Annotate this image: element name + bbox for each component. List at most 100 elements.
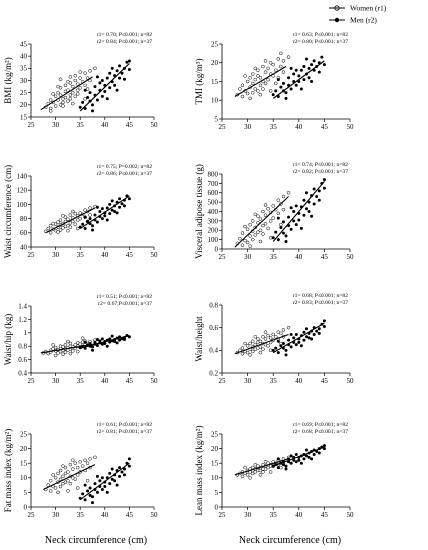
point-men bbox=[284, 348, 288, 352]
stat-men: r2= 0.67;P≤0.001; n=37 bbox=[98, 301, 152, 307]
point-men bbox=[122, 338, 126, 341]
point-men bbox=[289, 461, 293, 465]
point-men bbox=[88, 342, 92, 346]
y-tick-label: 0.4 bbox=[209, 347, 218, 355]
point-men bbox=[95, 490, 99, 494]
y-tick-label: 10 bbox=[211, 474, 219, 482]
point-women bbox=[274, 81, 278, 86]
point-women bbox=[63, 95, 68, 100]
point-men bbox=[292, 72, 296, 76]
point-women bbox=[68, 351, 73, 356]
point-men bbox=[105, 97, 109, 101]
point-women bbox=[258, 473, 263, 477]
point-men bbox=[299, 87, 303, 91]
point-men bbox=[312, 332, 316, 336]
point-men bbox=[276, 238, 280, 242]
point-men bbox=[297, 74, 301, 78]
point-men bbox=[284, 353, 288, 357]
point-women bbox=[71, 219, 75, 224]
stat-men: r2= 0.83; P≤0.001; n=37 bbox=[293, 300, 348, 306]
point-women bbox=[66, 470, 70, 474]
point-men bbox=[120, 71, 124, 75]
y-tick-label: 15 bbox=[211, 78, 219, 86]
point-men bbox=[310, 80, 314, 83]
point-men bbox=[127, 197, 131, 201]
point-women bbox=[261, 470, 265, 474]
x-tick-label: 50 bbox=[347, 123, 355, 131]
point-men bbox=[315, 195, 319, 198]
point-men bbox=[118, 338, 122, 342]
stat-women: r1= 0.61; P≤0.001; n=82 bbox=[97, 422, 152, 428]
point-women bbox=[61, 345, 65, 349]
y-tick-label: 0.2 bbox=[209, 369, 218, 377]
point-women bbox=[256, 74, 260, 78]
y-axis-label: Waist/height bbox=[194, 316, 204, 362]
point-women bbox=[279, 465, 283, 470]
x-tick-label: 40 bbox=[295, 123, 303, 131]
point-women bbox=[51, 221, 55, 226]
point-men bbox=[86, 489, 90, 493]
point-women bbox=[261, 334, 265, 339]
point-women bbox=[71, 209, 75, 214]
point-men bbox=[281, 81, 285, 85]
point-men bbox=[302, 213, 306, 217]
stat-men: r2= 0.82; P≤0.001; n=37 bbox=[293, 169, 348, 175]
point-women bbox=[263, 330, 268, 334]
point-men bbox=[322, 63, 326, 67]
point-women bbox=[53, 486, 58, 490]
point-men bbox=[108, 340, 112, 344]
y-tick-label: 600 bbox=[208, 189, 219, 197]
series-men bbox=[78, 333, 131, 352]
series-men bbox=[271, 55, 326, 100]
point-men bbox=[81, 100, 85, 104]
point-men bbox=[95, 338, 99, 341]
x-tick-label: 40 bbox=[101, 511, 109, 519]
point-men bbox=[91, 103, 94, 107]
point-men bbox=[322, 178, 326, 182]
point-women bbox=[83, 458, 87, 463]
point-men bbox=[98, 81, 102, 85]
point-men bbox=[105, 490, 109, 494]
y-tick-label: 15 bbox=[211, 460, 219, 468]
point-women bbox=[271, 62, 275, 67]
point-women bbox=[78, 76, 82, 80]
point-men bbox=[287, 215, 291, 219]
point-women bbox=[248, 96, 252, 101]
point-women bbox=[68, 93, 73, 97]
point-men bbox=[307, 210, 311, 213]
point-men bbox=[113, 479, 117, 483]
legend-label-women: Women (r1) bbox=[350, 4, 387, 13]
point-men bbox=[299, 461, 303, 465]
point-men bbox=[299, 344, 303, 348]
panel-bmi: 15 20 25 30 35 40 45 25 30 35 40 45 50 BMI (kg/m²) r1=… bbox=[3, 32, 158, 129]
point-women bbox=[279, 51, 283, 56]
y-tick-label: 0.4 bbox=[18, 369, 27, 377]
point-men bbox=[281, 231, 285, 235]
fit-line-men bbox=[80, 334, 130, 349]
point-men bbox=[108, 71, 112, 75]
fit-line-men bbox=[272, 60, 325, 99]
point-men bbox=[317, 189, 321, 193]
point-women bbox=[53, 104, 58, 108]
point-women bbox=[71, 467, 75, 471]
point-women bbox=[263, 337, 268, 341]
point-men bbox=[83, 498, 87, 502]
point-women bbox=[248, 244, 252, 248]
point-women bbox=[274, 334, 278, 339]
point-women bbox=[48, 109, 53, 113]
x-tick-label: 25 bbox=[28, 511, 36, 519]
y-tick-label: 5 bbox=[24, 489, 28, 497]
point-women bbox=[250, 349, 255, 354]
panel-tmi: 5 10 15 20 25 25 30 35 40 45 50 TMI (kg/m³) r1= 0.63… bbox=[194, 32, 354, 131]
y-tick-label: 200 bbox=[208, 227, 219, 235]
point-men bbox=[91, 228, 94, 232]
point-men bbox=[83, 483, 87, 487]
point-women bbox=[286, 55, 291, 59]
point-women bbox=[268, 236, 273, 240]
point-women bbox=[83, 97, 87, 101]
point-women bbox=[75, 465, 80, 470]
x-tick-label: 30 bbox=[52, 377, 60, 385]
point-women bbox=[248, 476, 252, 480]
point-women bbox=[61, 104, 65, 108]
